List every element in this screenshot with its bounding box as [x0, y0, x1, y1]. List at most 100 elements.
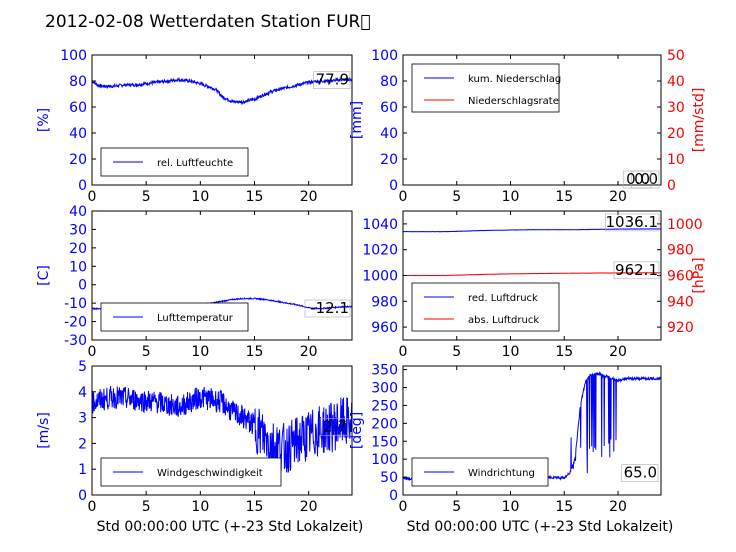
y-tick-label: 20	[69, 152, 87, 168]
y-tick-label: 30	[69, 222, 87, 238]
series-line-windspeed-0	[91, 386, 353, 473]
plot-frame-humidity	[91, 54, 353, 186]
y-tick-label: 100	[371, 452, 398, 468]
y-tick-label: 980	[371, 294, 398, 310]
y-tick-label: -20	[64, 315, 87, 331]
y-tick-label: 150	[371, 434, 398, 450]
y-tick-label: 0	[389, 488, 398, 504]
y-tick-label: 60	[69, 100, 87, 116]
y-axis-label: [%]	[36, 108, 52, 132]
y-tick-label: 0	[78, 278, 87, 294]
y-axis-right-label: [mm/std]	[691, 88, 707, 153]
y-axis-label: [m/s]	[36, 412, 52, 449]
y-tick-label: 1020	[362, 243, 398, 259]
x-tick-label: 15	[555, 189, 573, 205]
current-value-label: 962.1	[615, 261, 658, 279]
y-tick-label: 300	[371, 381, 398, 397]
y-tick-right-label: 40	[667, 74, 685, 90]
value-box-humidity-0	[313, 71, 351, 90]
y-tick-label: 20	[380, 152, 398, 168]
x-tick-label: 0	[88, 499, 97, 515]
y-tick-label: 250	[371, 398, 398, 414]
x-tick-label: 10	[191, 499, 209, 515]
y-tick-label: 0	[78, 488, 87, 504]
y-tick-label: 350	[371, 363, 398, 379]
y-tick-label: 1000	[362, 269, 398, 285]
current-value-label: 2.7	[323, 417, 347, 435]
series-line-pressure-0	[402, 228, 662, 233]
y-tick-right-label: 20	[667, 126, 685, 142]
x-tick-label: 5	[452, 499, 461, 515]
plot-frame-windspeed	[91, 365, 353, 496]
legend-box-pressure	[411, 282, 560, 332]
y-axis-label: [deg]	[349, 412, 365, 449]
x-tick-label: 5	[142, 344, 151, 360]
y-tick-label: 0	[389, 178, 398, 194]
y-tick-label: 2	[78, 436, 87, 452]
legend-label: rel. Luftfeuchte	[157, 158, 233, 169]
y-tick-label: 80	[69, 74, 87, 90]
x-tick-label: 0	[399, 344, 408, 360]
y-tick-label: 20	[69, 241, 87, 257]
x-tick-label: 15	[246, 344, 264, 360]
plot-frame-winddirection	[402, 365, 662, 496]
value-box-pressure-0	[605, 213, 660, 232]
y-tick-label: 1	[78, 462, 87, 478]
y-tick-right-label: 50	[667, 48, 685, 64]
legend-box-precipitation	[411, 63, 560, 113]
value-box-pressure-1	[613, 261, 660, 280]
y-tick-right-label: 10	[667, 152, 685, 168]
x-tick-label: 20	[609, 499, 627, 515]
legend-box-windspeed	[100, 457, 282, 487]
x-tick-label: 10	[502, 499, 520, 515]
x-tick-label: 10	[502, 344, 520, 360]
current-value-label: 0.0	[634, 170, 658, 188]
legend-label: Niederschlagsrate	[468, 96, 559, 107]
y-tick-label: 5	[78, 359, 87, 375]
y-tick-label: 100	[60, 48, 87, 64]
y-tick-label: 50	[380, 470, 398, 486]
x-tick-label: 10	[191, 189, 209, 205]
y-tick-label: 0	[78, 178, 87, 194]
x-tick-label: 20	[609, 189, 627, 205]
x-axis-label: Std 00:00:00 UTC (+-23 Std Lokalzeit)	[407, 519, 674, 535]
current-value-label: 77.9	[316, 71, 349, 89]
series-line-pressure-1	[403, 272, 662, 277]
y-tick-label: 960	[371, 320, 398, 336]
y-tick-right-label: 980	[667, 243, 694, 259]
x-tick-label: 0	[88, 189, 97, 205]
x-tick-label: 15	[555, 344, 573, 360]
x-tick-label: 20	[300, 189, 318, 205]
x-tick-label: 5	[452, 344, 461, 360]
y-tick-label: -30	[64, 333, 87, 349]
x-tick-label: 15	[246, 499, 264, 515]
y-tick-right-label: 0	[667, 178, 676, 194]
x-axis-label: Std 00:00:00 UTC (+-23 Std Lokalzeit)	[97, 519, 364, 535]
y-axis-label: [C]	[36, 265, 52, 286]
x-tick-label: 0	[88, 344, 97, 360]
y-tick-label: 4	[78, 385, 87, 401]
x-tick-label: 10	[502, 189, 520, 205]
legend-label: abs. Luftdruck	[468, 315, 539, 326]
legend-label: Lufttemperatur	[157, 313, 234, 324]
value-box-windspeed-0	[319, 418, 349, 436]
y-tick-label: 10	[69, 259, 87, 275]
legend-label: kum. Niederschlag	[468, 74, 561, 85]
legend-label: red. Luftdruck	[468, 293, 538, 304]
y-tick-label: 100	[371, 48, 398, 64]
y-tick-right-label: 920	[667, 320, 694, 336]
current-value-label: -12.1	[310, 299, 349, 317]
legend-label: Windrichtung	[468, 468, 535, 479]
x-tick-label: 10	[191, 344, 209, 360]
y-tick-label: 200	[371, 416, 398, 432]
figure-title: 2012-02-08 Wetterdaten Station FUR 	[45, 12, 371, 32]
current-value-label: 0.0	[626, 170, 650, 188]
plot-frame-temperature	[91, 210, 353, 341]
x-tick-label: 0	[399, 499, 408, 515]
legend-label: Windgeschwindigkeit	[157, 468, 263, 479]
y-tick-right-label: 1000	[667, 217, 703, 233]
series-line-humidity-0	[91, 76, 353, 106]
x-tick-label: 20	[609, 344, 627, 360]
y-tick-label: 40	[69, 204, 87, 220]
value-box-temperature-0	[304, 299, 351, 318]
